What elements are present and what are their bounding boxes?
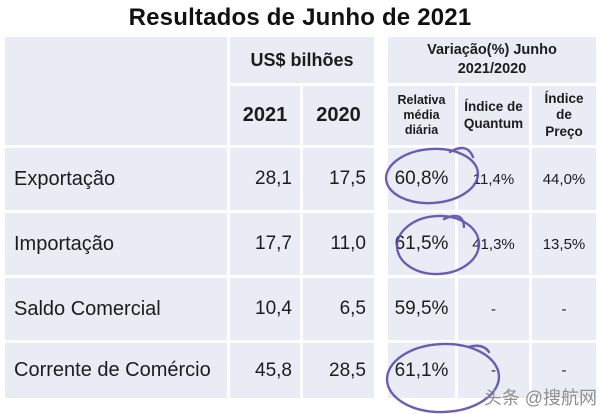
- cell-saldo-2021: 10,4: [230, 278, 300, 340]
- cell-exportacao-2021: 28,1: [230, 148, 300, 210]
- row-label-corrente-comercio: Corrente de Comércio: [5, 343, 227, 398]
- cell-importacao-2020: 11,0: [303, 213, 374, 275]
- results-table: US$ bilhões Variação(%) Junho 2021/2020 …: [5, 37, 597, 398]
- header-quantum: Índice de Quantum: [458, 86, 529, 145]
- cell-saldo-relativa: 59,5%: [388, 278, 455, 340]
- cell-corrente-relativa: 61,1%: [388, 343, 455, 398]
- cell-corrente-preco: -: [532, 343, 596, 398]
- row-label-saldo-comercial: Saldo Comercial: [5, 278, 227, 340]
- watermark-text: 头条 @搜航网: [483, 388, 597, 408]
- cell-importacao-relativa: 61,5%: [388, 213, 455, 275]
- cell-corrente-2020: 28,5: [303, 343, 374, 398]
- header-usd-group: US$ bilhões: [230, 37, 374, 83]
- cell-exportacao-relativa: 60,8%: [388, 148, 455, 210]
- cell-saldo-quantum: -: [458, 278, 529, 340]
- header-year-2021: 2021: [230, 86, 300, 145]
- cell-importacao-quantum: 41,3%: [458, 213, 529, 275]
- row-label-exportacao: Exportação: [5, 148, 227, 210]
- cell-exportacao-preco: 44,0%: [532, 148, 596, 210]
- cell-corrente-2021: 45,8: [230, 343, 300, 398]
- cell-exportacao-quantum: 11,4%: [458, 148, 529, 210]
- header-year-2020: 2020: [303, 86, 374, 145]
- cell-importacao-preco: 13,5%: [532, 213, 596, 275]
- header-variacao-group: Variação(%) Junho 2021/2020: [388, 37, 596, 83]
- cell-saldo-preco: -: [532, 278, 596, 340]
- cell-importacao-2021: 17,7: [230, 213, 300, 275]
- cell-saldo-2020: 6,5: [303, 278, 374, 340]
- page-title: Resultados de Junho de 2021: [128, 4, 472, 31]
- row-label-importacao: Importação: [5, 213, 227, 275]
- header-preco: Índice de Preço: [532, 86, 596, 145]
- corner-empty-cell: [5, 37, 227, 145]
- cell-exportacao-2020: 17,5: [303, 148, 374, 210]
- header-relativa: Relativa média diária: [388, 86, 455, 145]
